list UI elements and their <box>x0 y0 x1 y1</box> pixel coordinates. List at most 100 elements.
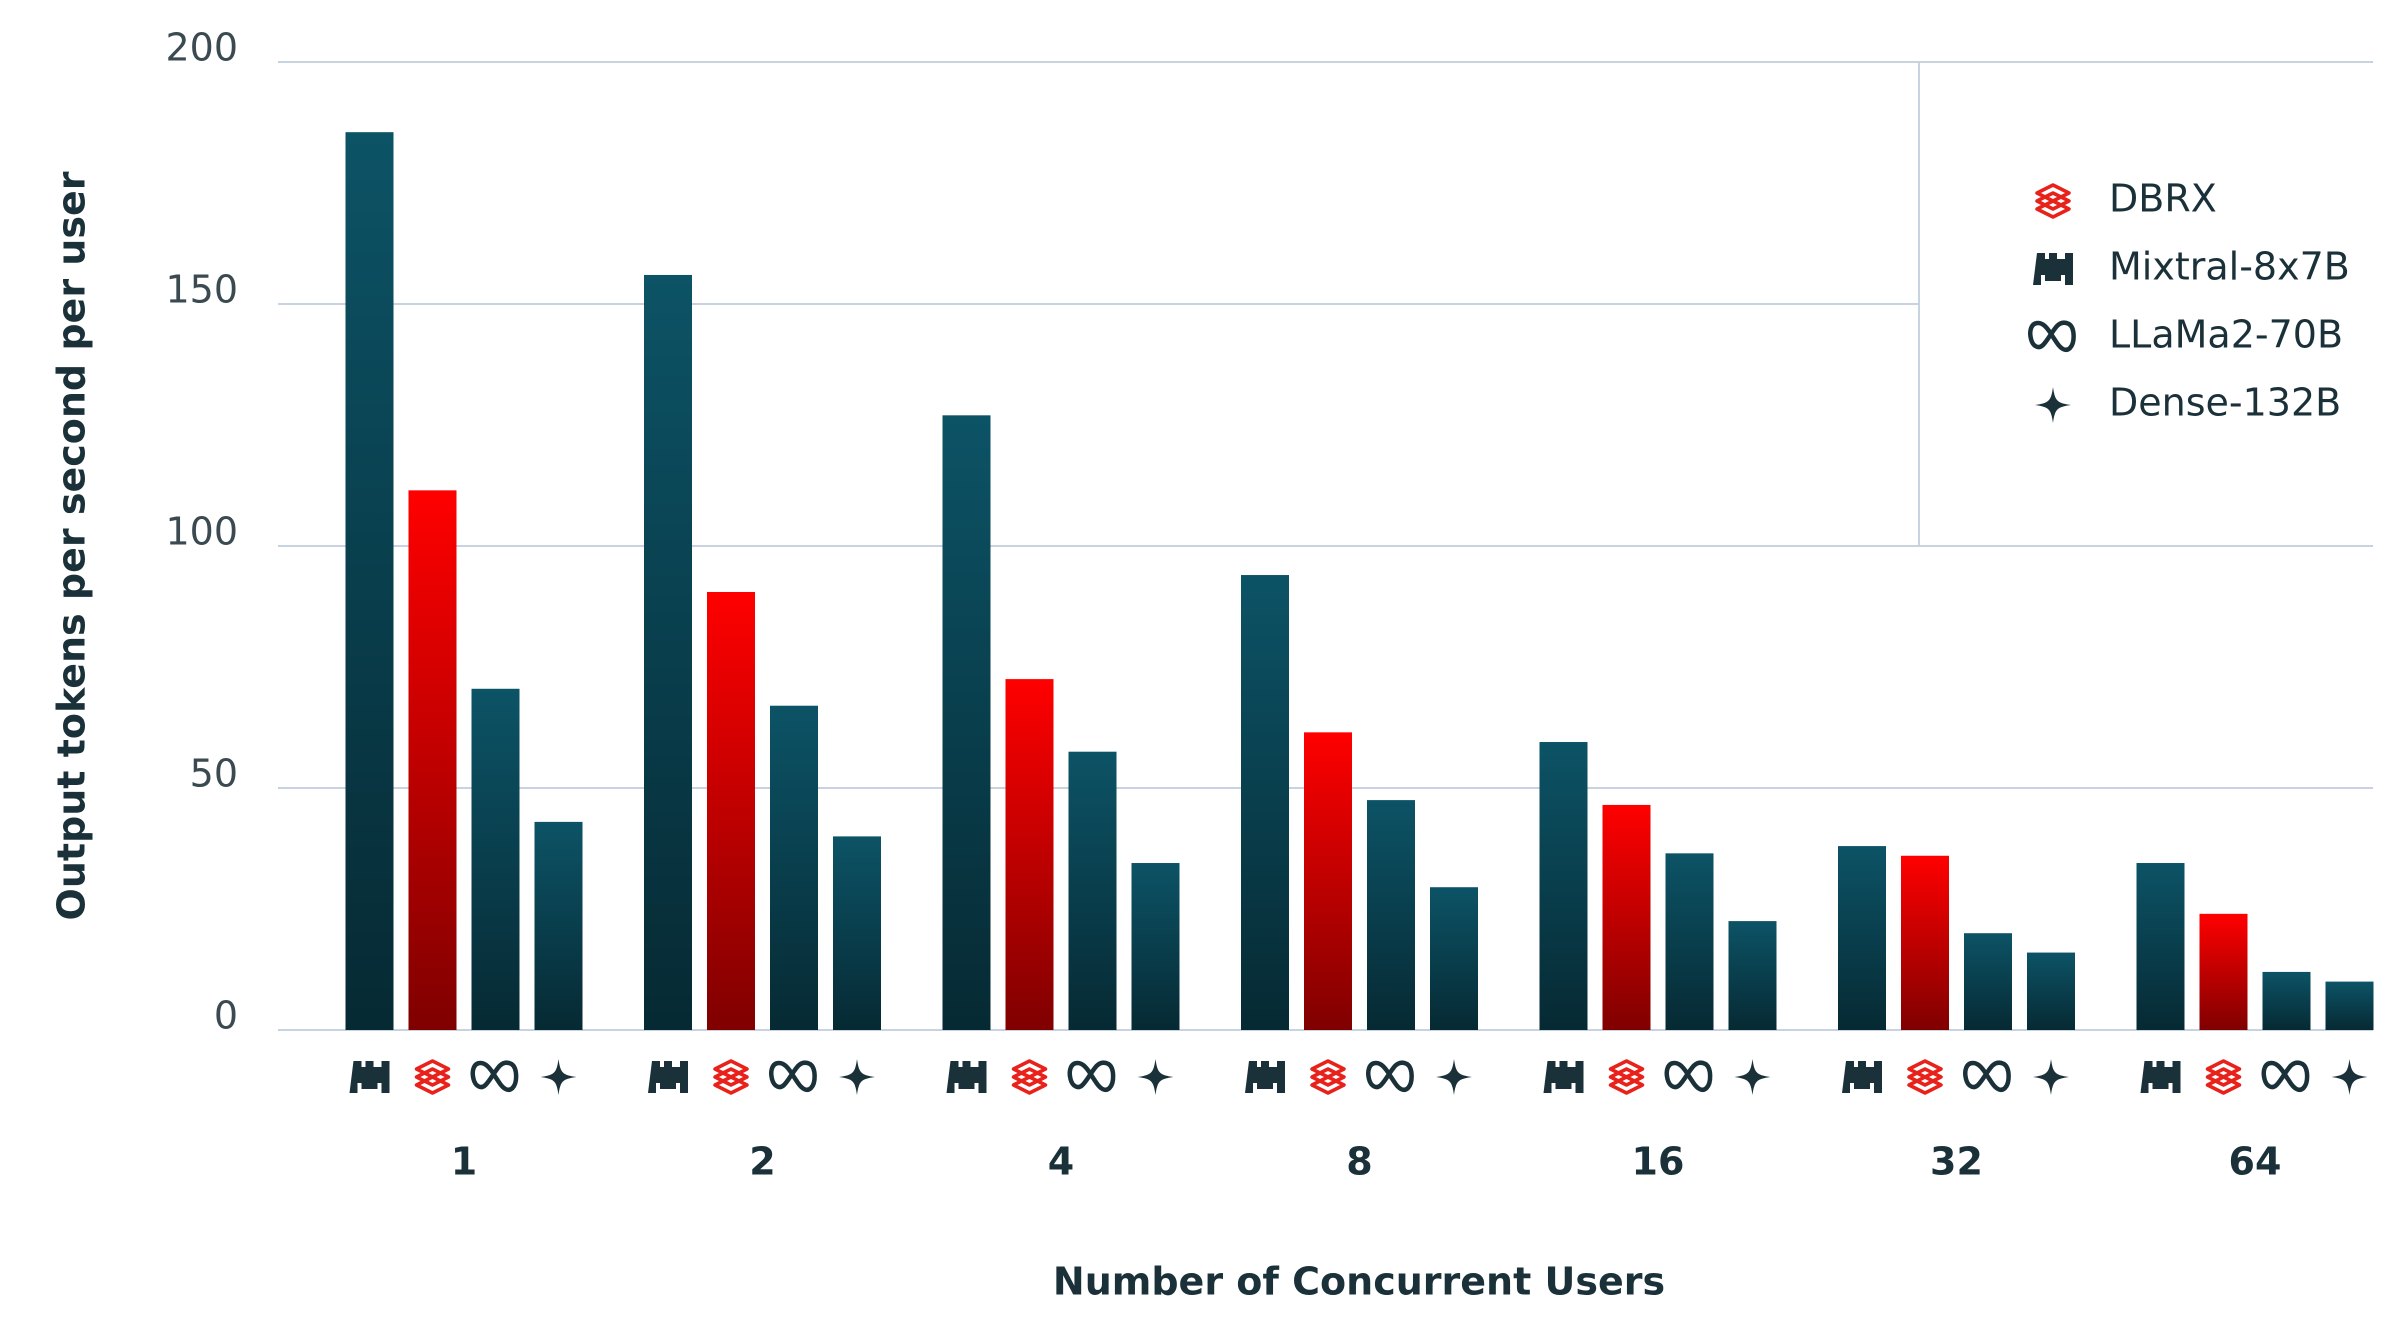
series-icon <box>1734 1059 1771 1095</box>
bar-shade <box>1068 751 1117 1030</box>
bar-shade <box>770 705 818 1030</box>
icon-dbrx <box>713 1059 749 1079</box>
icon-llama <box>769 1060 817 1093</box>
icon-mixtral <box>2140 1061 2181 1093</box>
bar-shade <box>1304 732 1352 1030</box>
icon-dbrx <box>1907 1075 1943 1095</box>
icon-dbrx <box>2035 199 2071 219</box>
bar-shade <box>534 821 583 1030</box>
icon-mixtral <box>349 1061 390 1093</box>
series-icon <box>1067 1060 1116 1093</box>
icon-dbrx <box>1011 1067 1048 1087</box>
icon-llama <box>1366 1060 1414 1093</box>
legend-label: Mixtral-8x7B <box>2109 245 2350 289</box>
series-icon <box>648 1061 688 1093</box>
icon-mixtral <box>2033 253 2073 285</box>
icon-llama <box>2261 1060 2310 1093</box>
icon-mixtral <box>1543 1061 1584 1093</box>
y-tick-label: 150 <box>165 268 238 312</box>
series-icon <box>1366 1060 1414 1093</box>
bar-shade <box>408 490 457 1031</box>
x-tick-label: 32 <box>1930 1140 1983 1184</box>
series-icon <box>1436 1059 1472 1095</box>
icon-dbrx <box>1310 1059 1346 1079</box>
y-tick-label: 0 <box>214 994 238 1038</box>
icon-dbrx <box>2205 1067 2242 1087</box>
y-tick-label: 100 <box>165 510 238 554</box>
legend-label: DBRX <box>2109 177 2217 221</box>
icon-dense <box>540 1059 577 1095</box>
series-icon <box>2028 320 2076 353</box>
bar-shade <box>1901 855 1949 1030</box>
bar-shade <box>2325 981 2374 1030</box>
bar-shade <box>1005 679 1054 1030</box>
icon-llama <box>1963 1060 2011 1093</box>
series-icon <box>1011 1059 1048 1095</box>
series-icon <box>2261 1060 2310 1093</box>
icon-dense <box>2035 387 2071 423</box>
series-icon <box>1842 1061 1882 1093</box>
icon-dbrx <box>1907 1059 1943 1079</box>
bar-shade <box>345 132 394 1030</box>
icon-dbrx <box>2035 183 2071 203</box>
icon-dbrx <box>1907 1067 1943 1087</box>
y-tick-label: 200 <box>165 26 238 70</box>
bar-shade <box>942 415 991 1030</box>
bar-shade <box>471 688 520 1030</box>
series-icon <box>2035 387 2071 423</box>
series-icon <box>839 1059 875 1095</box>
icon-mixtral <box>946 1061 987 1093</box>
bar-shade <box>1964 933 2012 1030</box>
series-icon <box>713 1059 749 1095</box>
icon-dbrx <box>1011 1059 1048 1079</box>
series-icon <box>2033 1059 2069 1095</box>
series-icon <box>769 1060 817 1093</box>
bar-shade <box>1728 921 1777 1030</box>
bar-shade <box>1131 863 1180 1030</box>
icon-dbrx <box>1608 1059 1645 1079</box>
series-icon <box>2035 183 2071 219</box>
series-icon <box>349 1061 390 1093</box>
x-tick-label: 4 <box>1048 1140 1074 1184</box>
bar-shade <box>2199 913 2248 1030</box>
x-axis-title: Number of Concurrent Users <box>1053 1260 1665 1304</box>
series-icon <box>2033 253 2073 285</box>
bar-shade <box>1430 887 1478 1030</box>
series-icon <box>2205 1059 2242 1095</box>
series-icon <box>1907 1059 1943 1095</box>
series-icon <box>414 1059 451 1095</box>
legend-label: Dense-132B <box>2109 381 2341 425</box>
icon-dbrx <box>1310 1075 1346 1095</box>
series-icon <box>2331 1059 2368 1095</box>
series-icon <box>1245 1061 1285 1093</box>
y-tick-label: 50 <box>190 752 238 796</box>
icon-dbrx <box>2205 1075 2242 1095</box>
bar-shade <box>2136 863 2185 1030</box>
bar-shade <box>833 836 881 1030</box>
icon-llama <box>1067 1060 1116 1093</box>
bar-shade <box>1838 846 1886 1030</box>
icon-dbrx <box>1310 1067 1346 1087</box>
icon-mixtral <box>1842 1061 1882 1093</box>
icon-dbrx <box>414 1075 451 1095</box>
bar-shade <box>1602 804 1651 1030</box>
series-icon <box>1310 1059 1346 1095</box>
bar-shade <box>644 274 692 1031</box>
legend-box <box>1919 64 2375 544</box>
icon-dense <box>1436 1059 1472 1095</box>
series-icon <box>2140 1061 2181 1093</box>
x-tick-label: 1 <box>451 1140 477 1184</box>
series-icon <box>1664 1060 1713 1093</box>
x-tick-label: 8 <box>1346 1140 1372 1184</box>
bar-shade <box>1665 853 1714 1030</box>
icon-dense <box>2331 1059 2368 1095</box>
icon-llama <box>2028 320 2076 353</box>
icon-dense <box>2033 1059 2069 1095</box>
series-icon <box>540 1059 577 1095</box>
x-tick-label: 2 <box>749 1140 775 1184</box>
series-icon <box>946 1061 987 1093</box>
icon-dbrx <box>2035 191 2071 211</box>
x-tick-label: 16 <box>1632 1140 1685 1184</box>
